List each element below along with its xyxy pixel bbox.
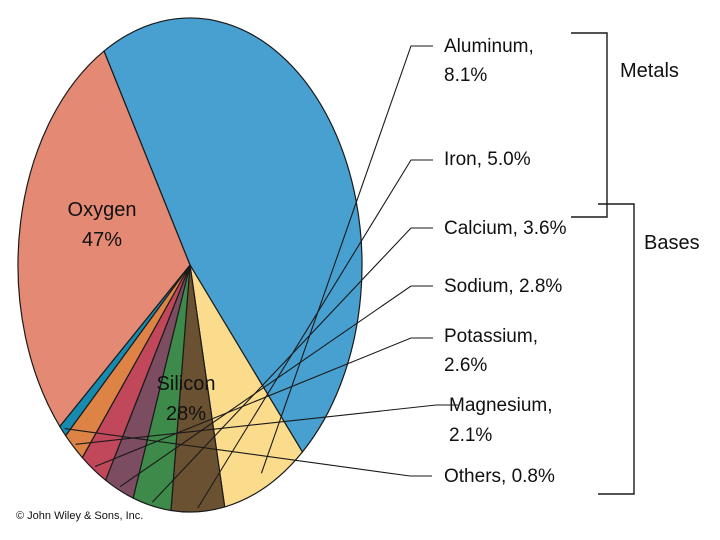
slice-label-silicon-line1: Silicon <box>157 373 216 395</box>
bracket-bases <box>598 203 635 495</box>
slice-label-oxygen-line1: Oxygen <box>68 199 137 221</box>
slice-label-magnesium-line2: 2.1% <box>449 425 492 446</box>
slice-label-silicon-line2: 28% <box>166 403 206 425</box>
group-label-metals: Metals <box>620 60 679 82</box>
slice-label-iron-line1: Iron, 5.0% <box>444 149 531 170</box>
leader-line-calcium <box>151 227 433 503</box>
slice-label-magnesium-line1: Magnesium, <box>449 395 553 416</box>
slice-label-oxygen-line2: 47% <box>82 229 122 251</box>
leader-line-potassium <box>94 337 433 468</box>
leader-line-sodium <box>119 285 433 488</box>
pie-slice-aluminum <box>189 264 303 508</box>
leader-line-iron <box>197 159 433 509</box>
slice-label-potassium-line2: 2.6% <box>444 355 487 376</box>
group-brackets: Metals Bases <box>571 32 700 495</box>
leader-lines <box>64 45 458 509</box>
leader-line-magnesium <box>75 404 458 445</box>
slice-label-aluminum-line1: Aluminum, <box>444 36 534 57</box>
slice-label-others-line1: Others, 0.8% <box>444 466 555 487</box>
leader-line-aluminum <box>260 45 433 474</box>
pie-slice-silicon <box>17 50 191 427</box>
group-label-bases: Bases <box>644 232 700 254</box>
slice-label-aluminum-line2: 8.1% <box>444 65 487 86</box>
pie-slices <box>17 17 363 513</box>
slice-label-sodium-line1: Sodium, 2.8% <box>444 276 562 297</box>
bracket-metals <box>571 32 608 218</box>
leader-line-others <box>64 428 432 477</box>
slice-labels: Oxygen 47% Aluminum, 8.1% Iron, 5.0% Calcium,… <box>68 36 567 487</box>
pie-slice-oxygen <box>103 17 363 453</box>
slice-label-potassium-line1: Potassium, <box>444 326 538 347</box>
slice-label-calcium-line1: Calcium, 3.6% <box>444 218 567 239</box>
copyright-credit: © John Wiley & Sons, Inc. <box>16 510 143 522</box>
